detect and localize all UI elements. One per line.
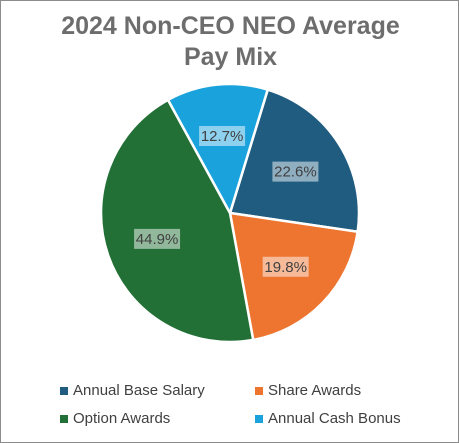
legend-label-option-awards: Option Awards	[73, 410, 171, 427]
data-label-annual-base-salary: 22.6%	[272, 161, 319, 182]
legend-item-share-awards: Share Awards	[255, 382, 361, 399]
legend-item-option-awards: Option Awards	[60, 410, 170, 427]
pie-slice-annual-cash-bonus	[166, 82, 269, 215]
legend-item-annual-base-salary: Annual Base Salary	[60, 382, 205, 399]
data-label-annual-cash-bonus: 12.7%	[199, 126, 246, 147]
chart-title: 2024 Non-CEO NEO Average Pay Mix	[1, 11, 459, 73]
data-label-box	[199, 126, 246, 147]
legend-swatch-share-awards	[255, 386, 263, 395]
legend-swatch-option-awards	[60, 414, 68, 423]
data-label-text: 44.9%	[136, 231, 179, 248]
legend-label-annual-cash-bonus: Annual Cash Bonus	[268, 410, 401, 427]
legend-swatch-annual-cash-bonus	[255, 414, 263, 423]
data-label-option-awards: 44.9%	[134, 228, 181, 249]
chart-title-line-2: Pay Mix	[183, 43, 278, 71]
data-label-text: 22.6%	[274, 164, 317, 181]
legend-item-annual-cash-bonus: Annual Cash Bonus	[255, 410, 401, 427]
pie-slice-annual-base-salary	[228, 88, 361, 234]
data-label-box	[262, 256, 309, 277]
legend-label-share-awards: Share Awards	[268, 382, 362, 399]
chart-title-line-1: 2024 Non-CEO NEO Average	[61, 12, 400, 40]
pie-slice-option-awards	[99, 98, 255, 344]
legend-label-annual-base-salary: Annual Base Salary	[73, 382, 205, 399]
data-label-box	[134, 228, 181, 249]
legend-swatch-annual-base-salary	[60, 386, 68, 395]
data-label-text: 19.8%	[264, 259, 307, 276]
data-label-box	[272, 161, 319, 182]
data-label-share-awards: 19.8%	[262, 256, 309, 277]
data-label-text: 12.7%	[201, 128, 244, 145]
